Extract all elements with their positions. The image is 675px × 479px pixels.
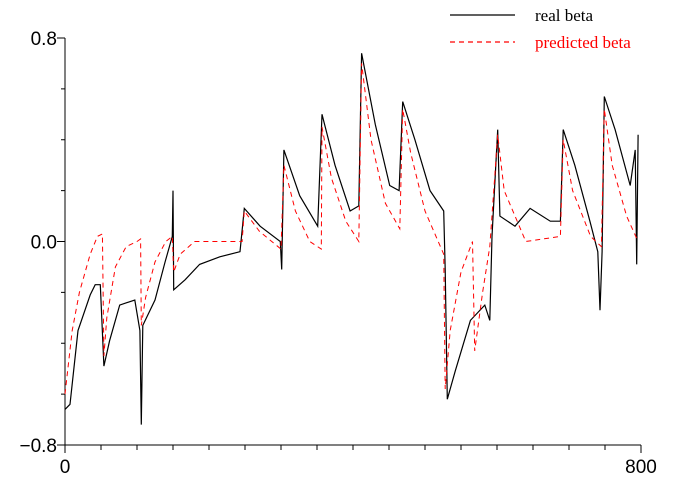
y-tick-label: 0.8 (31, 29, 57, 50)
y-tick-label: 0.0 (31, 233, 57, 254)
legend-label: predicted beta (535, 33, 631, 52)
line-series (64, 53, 639, 425)
x-tick-label: 800 (625, 457, 657, 478)
legend-label: real beta (535, 6, 593, 25)
line-series (64, 63, 639, 395)
y-tick-label: −0.8 (19, 436, 57, 457)
x-tick-label: 0 (60, 457, 71, 478)
